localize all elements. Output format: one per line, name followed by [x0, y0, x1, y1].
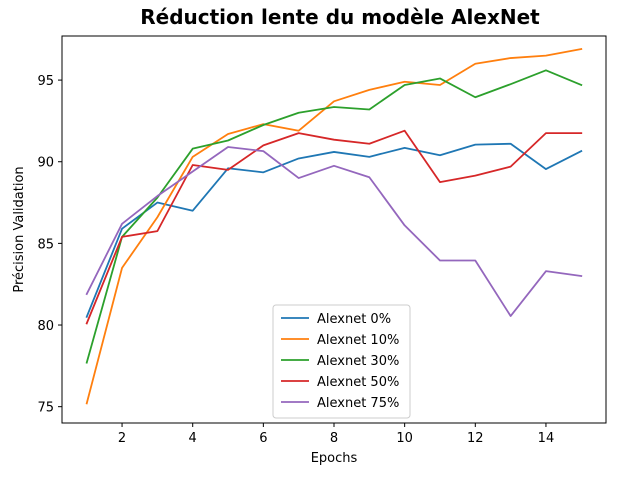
plot-frame — [61, 35, 607, 424]
legend-label: Alexnet 50% — [317, 375, 399, 390]
legend-label: Alexnet 0% — [317, 312, 391, 327]
y-axis-label: Précision Validation — [12, 166, 27, 292]
legend-label: Alexnet 10% — [317, 333, 399, 348]
series-line-3 — [85, 129, 583, 325]
x-tick-label: 6 — [259, 431, 267, 446]
legend-box — [272, 304, 411, 419]
y-tick-label: 95 — [37, 74, 54, 89]
series-line-4 — [85, 146, 583, 317]
x-tick-label: 8 — [330, 431, 338, 446]
legend-label: Alexnet 75% — [317, 396, 399, 411]
legend-label: Alexnet 30% — [317, 354, 399, 369]
y-tick-label: 80 — [37, 319, 54, 334]
x-tick-label: 10 — [396, 431, 413, 446]
x-axis: 2 4 6 8 10 12 14 — [118, 423, 554, 446]
legend: Alexnet 0% Alexnet 10% Alexnet 30% Alexnet … — [272, 304, 411, 419]
x-axis-label: Epochs — [311, 451, 358, 466]
x-tick-label: 14 — [538, 431, 555, 446]
x-tick-label: 4 — [189, 431, 197, 446]
chart-title: Réduction lente du modèle AlexNet — [140, 5, 540, 29]
series-line-1 — [85, 48, 583, 405]
y-tick-label: 85 — [37, 237, 54, 252]
y-axis: 75 80 85 90 95 — [37, 74, 62, 416]
x-tick-label: 12 — [467, 431, 484, 446]
series-line-0 — [85, 142, 583, 319]
y-tick-label: 75 — [37, 401, 54, 416]
y-tick-label: 90 — [37, 156, 54, 171]
series-line-2 — [85, 69, 583, 364]
series-layer — [85, 48, 583, 405]
x-tick-label: 2 — [118, 431, 126, 446]
